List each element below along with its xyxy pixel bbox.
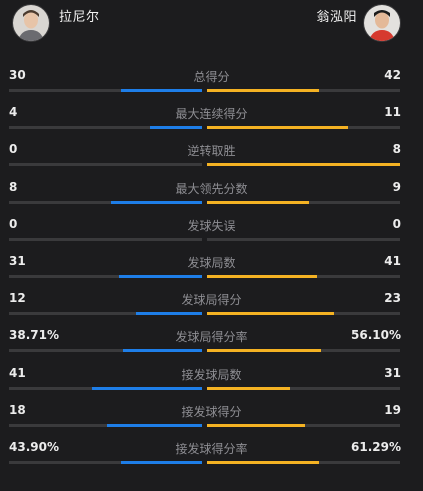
stat-row: 8 最大领先分数 9 [0,180,423,216]
stat-bar-right-track [207,201,400,204]
stat-bar-right-fill [207,387,290,390]
stat-label: 逆转取胜 [187,144,236,158]
stat-bar-right-track [207,312,400,315]
stat-bar-left-fill [111,201,202,204]
stat-bar-left-fill [119,275,202,278]
player-name-left: 拉尼尔 [59,10,100,25]
stat-bar-left-fill [121,461,202,464]
stat-left-value: 0 [9,142,18,156]
stat-right-value: 8 [392,142,401,156]
stat-right-value: 61.29% [351,440,401,454]
stat-left-value: 12 [9,291,26,305]
stat-right-value: 9 [392,180,401,194]
stat-right-value: 41 [384,254,401,268]
stat-right-value: 11 [384,105,401,119]
stat-bar-right-track [207,126,400,129]
stat-left-value: 30 [9,68,26,82]
stat-row: 31 发球局数 41 [0,254,423,290]
player-right-photo-icon [364,5,400,41]
stat-bar-left-fill [107,424,202,427]
stat-bar-right-fill [207,312,334,315]
stat-label: 接发球得分率 [175,442,248,456]
stat-left-value: 4 [9,105,18,119]
player-avatar-right[interactable] [363,4,401,42]
stat-label: 接发球局数 [181,368,242,382]
stat-bar-right-fill [207,349,321,352]
stat-bar-right-fill [207,424,305,427]
stat-bar-left-fill [92,387,202,390]
stat-bar-right-track [207,461,400,464]
stat-bar-right-track [207,163,400,166]
stat-bar-left-fill [150,126,202,129]
stat-label: 发球失误 [187,219,236,233]
stat-bar-left-track [9,349,202,352]
stat-row: 43.90% 接发球得分率 61.29% [0,440,423,476]
stat-bar-left-track [9,275,202,278]
stat-bar-right-track [207,89,400,92]
stat-bar-right-track [207,424,400,427]
stat-bar-left-fill [123,349,202,352]
stat-bar-right-track [207,275,400,278]
stat-row: 0 逆转取胜 8 [0,142,423,178]
stat-right-value: 19 [384,403,401,417]
stat-right-value: 56.10% [351,328,401,342]
stat-left-value: 31 [9,254,26,268]
stat-bar-right-fill [207,201,309,204]
player-name-right: 翁泓阳 [316,10,357,25]
stat-bar-right-fill [207,461,319,464]
stat-row: 4 最大连续得分 11 [0,105,423,141]
match-header: 拉尼尔 翁泓阳 [0,0,423,50]
stat-left-value: 8 [9,180,18,194]
stat-bar-left-track [9,424,202,427]
stat-row: 18 接发球得分 19 [0,403,423,439]
player-avatar-left[interactable] [12,4,50,42]
stat-bar-left-track [9,126,202,129]
stat-right-value: 31 [384,366,401,380]
stat-left-value: 38.71% [9,328,59,342]
stat-label: 最大连续得分 [175,107,248,121]
stat-right-value: 0 [392,217,401,231]
stat-bar-right-track [207,238,400,241]
stat-row: 41 接发球局数 31 [0,366,423,402]
stat-bar-left-track [9,461,202,464]
stat-bar-right-fill [207,126,348,129]
stat-row: 0 发球失误 0 [0,217,423,253]
stat-label: 发球局数 [187,256,236,270]
stat-bar-right-track [207,349,400,352]
stat-bar-left-track [9,89,202,92]
stat-bar-left-track [9,163,202,166]
stat-left-value: 43.90% [9,440,59,454]
stat-row: 30 总得分 42 [0,68,423,104]
stat-bar-left-track [9,387,202,390]
stat-row: 38.71% 发球局得分率 56.10% [0,328,423,364]
player-left-photo-icon [13,5,49,41]
stat-bar-left-fill [136,312,202,315]
stat-bar-right-track [207,387,400,390]
stat-left-value: 0 [9,217,18,231]
stat-label: 发球局得分 [181,293,242,307]
stat-bar-right-fill [207,163,400,166]
stat-bar-left-track [9,238,202,241]
stat-label: 最大领先分数 [175,182,248,196]
stat-bar-left-track [9,312,202,315]
stat-bar-right-fill [207,275,317,278]
stat-label: 总得分 [193,70,230,84]
stat-bar-left-fill [121,89,202,92]
stat-right-value: 42 [384,68,401,82]
stat-right-value: 23 [384,291,401,305]
stat-left-value: 18 [9,403,26,417]
stat-label: 接发球得分 [181,405,242,419]
stat-bar-right-fill [207,89,319,92]
stat-row: 12 发球局得分 23 [0,291,423,327]
stat-label: 发球局得分率 [175,330,248,344]
stat-bar-left-track [9,201,202,204]
stat-left-value: 41 [9,366,26,380]
